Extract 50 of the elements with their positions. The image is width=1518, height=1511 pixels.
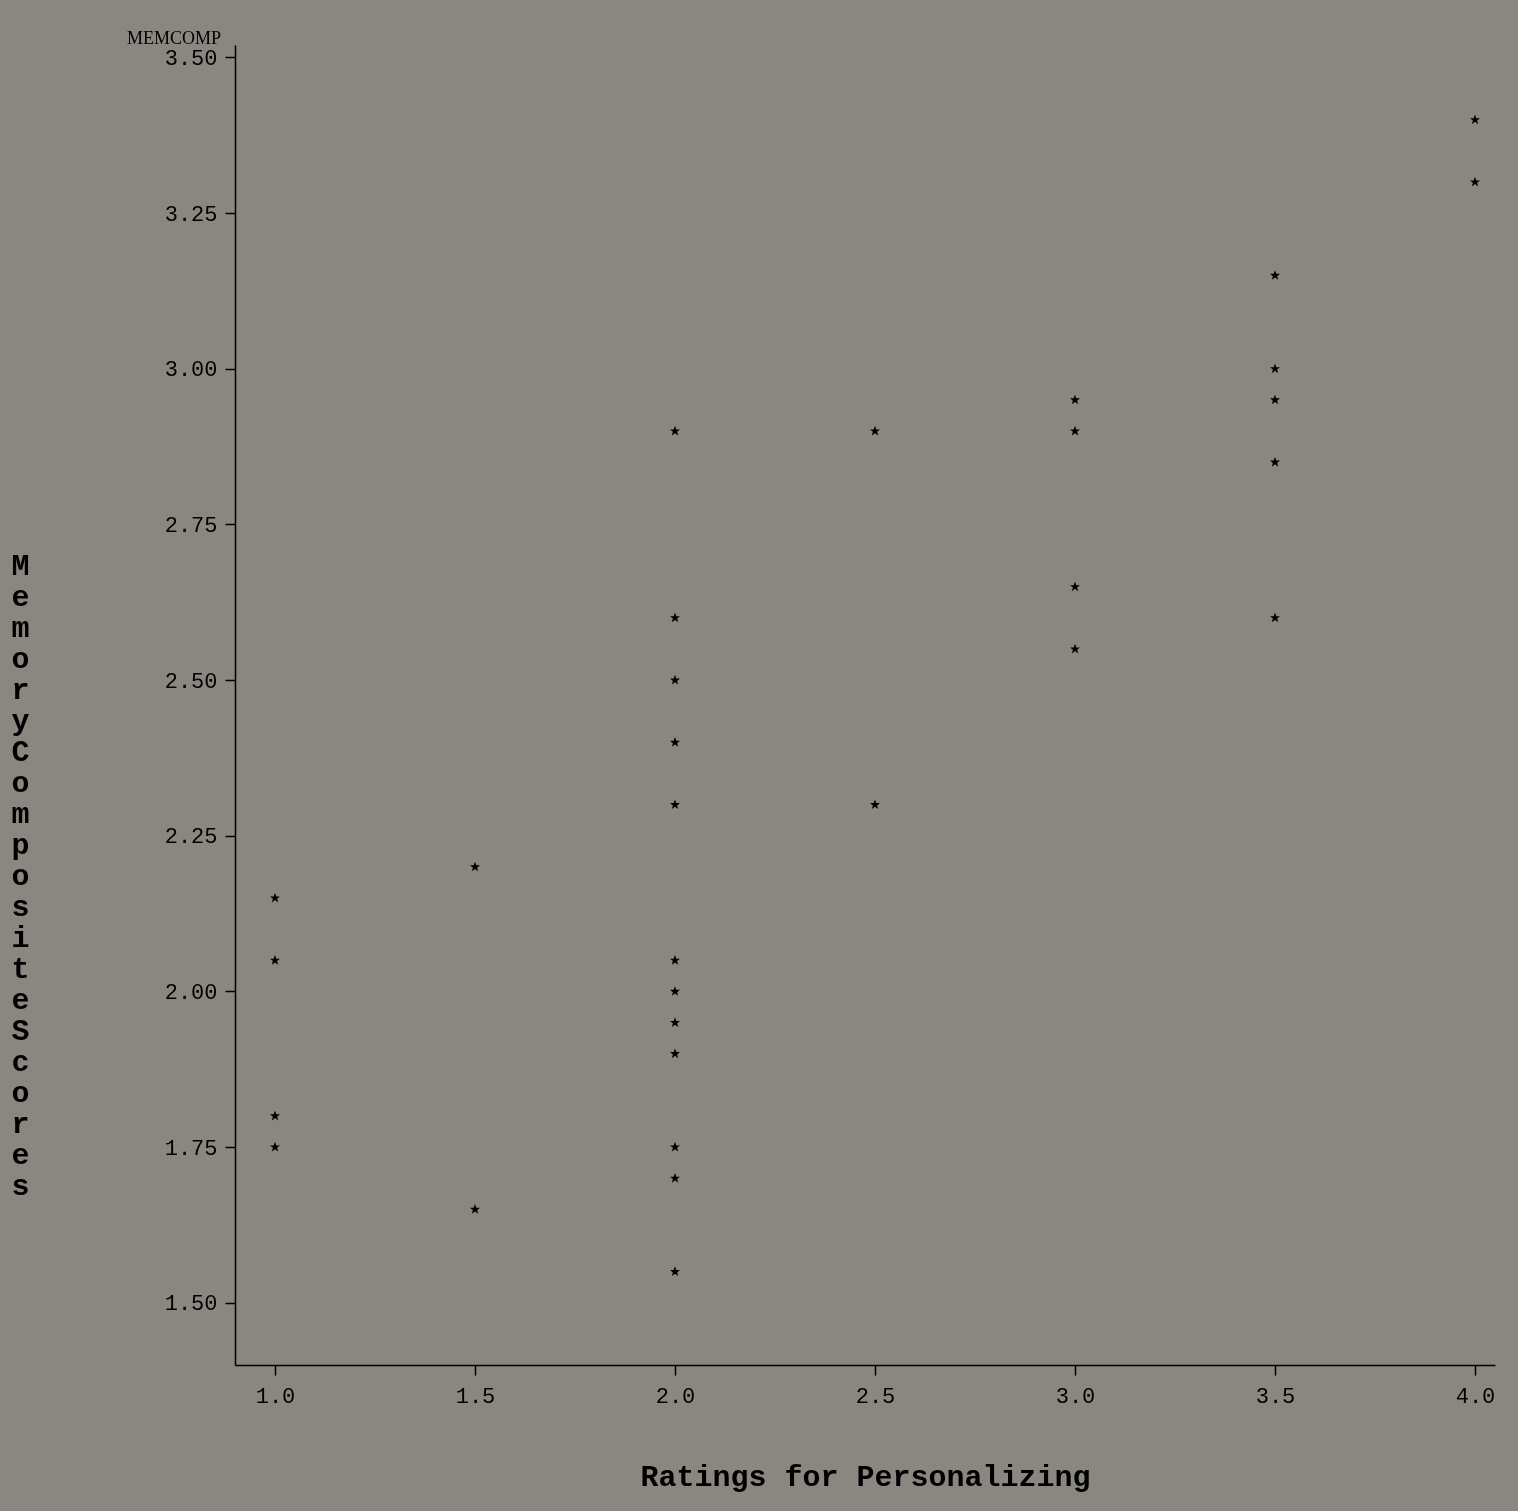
- y-tick-label: 3.00: [164, 358, 218, 384]
- point: [1070, 425, 1080, 436]
- point: [1070, 394, 1080, 405]
- point: [670, 1266, 680, 1277]
- point: [470, 1204, 480, 1214]
- x-tick-label: 1.5: [455, 1384, 496, 1410]
- x-tick-label: 3.5: [1255, 1384, 1296, 1410]
- y-tick-label: 2.75: [164, 513, 218, 539]
- y-tick-label: 2.50: [164, 669, 218, 695]
- y-tick-label: 1.75: [164, 1136, 218, 1162]
- y-tick-label: 3.50: [164, 46, 218, 72]
- point: [270, 955, 280, 965]
- point: [270, 1141, 280, 1152]
- x-tick-label: 2.0: [655, 1384, 696, 1410]
- text: MEMCOMP: [126, 28, 221, 48]
- point: [670, 955, 680, 965]
- point: [870, 425, 880, 436]
- point: [1070, 643, 1080, 654]
- point: [670, 1017, 680, 1027]
- x-tick-label: 2.5: [855, 1384, 896, 1410]
- point: [670, 1172, 680, 1183]
- text: Memory Composite Scores: [11, 549, 30, 1204]
- point: [270, 892, 280, 903]
- x-tick-label: 3.0: [1055, 1384, 1096, 1410]
- point: [1470, 176, 1480, 187]
- y-tick-label: 3.25: [164, 202, 218, 228]
- y-tick-label: 2.25: [164, 825, 218, 851]
- point: [1270, 270, 1280, 280]
- point: [1070, 581, 1080, 592]
- point: [1270, 363, 1280, 374]
- point: [670, 425, 680, 436]
- point: [670, 799, 680, 810]
- x-tick-label: 4.0: [1455, 1384, 1496, 1410]
- point: [1470, 114, 1480, 125]
- point: [670, 1141, 680, 1152]
- point: [870, 799, 880, 810]
- point: [670, 1048, 680, 1059]
- y-tick-label: 1.50: [164, 1292, 218, 1318]
- y-tick-label: 2.00: [164, 980, 218, 1006]
- point: [670, 986, 680, 996]
- point: [670, 612, 680, 623]
- point: [670, 737, 680, 747]
- point: [1270, 612, 1280, 623]
- point: [270, 1110, 280, 1121]
- x-axis-title: Ratings for Personalizing: [640, 1460, 1091, 1495]
- point: [470, 861, 480, 872]
- point: [670, 674, 680, 685]
- point: [1270, 456, 1280, 467]
- x-tick-label: 1.0: [255, 1384, 296, 1410]
- point: [1270, 394, 1280, 405]
